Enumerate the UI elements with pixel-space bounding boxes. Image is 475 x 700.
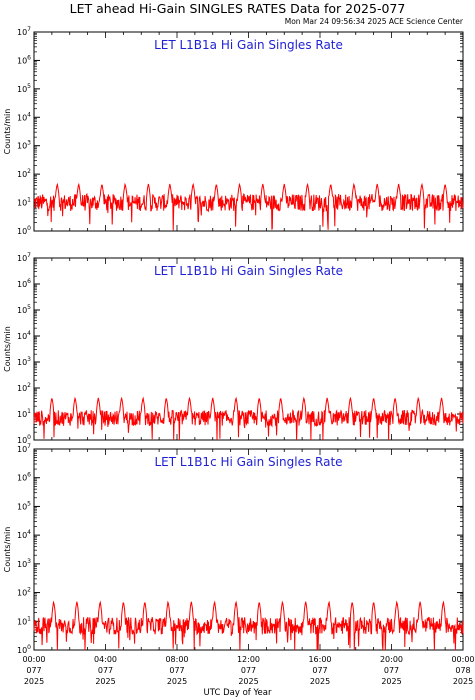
x-tick-year: 2025 [238, 677, 258, 686]
series-line [33, 600, 464, 651]
x-tick-label-group: 12:00 077 2025 [237, 655, 260, 686]
timestamp: Mon Mar 24 09:56:34 2025 ACE Science Cen… [284, 17, 463, 26]
y-tick-label: 100 [17, 225, 31, 236]
x-tick-doy: 077 [241, 666, 256, 675]
x-tick-time: 00:00 [22, 655, 45, 664]
y-tick-label: 104 [17, 330, 31, 341]
x-tick-label-group: 16:00 077 2025 [308, 655, 331, 686]
x-tick-year: 2025 [24, 677, 44, 686]
y-tick-label: 107 [17, 252, 31, 263]
y-tick-label: 106 [17, 472, 31, 483]
y-tick-label: 103 [17, 140, 31, 151]
x-tick-time: 04:00 [94, 655, 117, 664]
y-tick-label: 101 [17, 197, 31, 208]
x-tick-label-group: 08:00 077 2025 [165, 655, 188, 686]
x-tick-time: 12:00 [237, 655, 260, 664]
y-tick-label: 106 [17, 54, 31, 65]
x-tick-doy: 077 [312, 666, 327, 675]
x-tick-year: 2025 [167, 677, 187, 686]
x-tick-label-group: 00:00 077 2025 [22, 655, 45, 686]
y-tick-label: 102 [17, 587, 31, 598]
x-tick-year: 2025 [310, 677, 330, 686]
y-axis-label: Counts/min [3, 326, 12, 372]
y-tick-label: 102 [17, 382, 31, 393]
x-tick-time: 00:00 [451, 655, 474, 664]
x-tick-doy: 077 [384, 666, 399, 675]
panel-title: LET L1B1a Hi Gain Singles Rate [154, 38, 343, 52]
panel-1: 100 101 102 103 104 105 106 107 Counts/min LET L1… [3, 26, 464, 236]
y-tick-label: 102 [17, 168, 31, 179]
y-tick-label: 100 [17, 434, 31, 445]
x-tick-doy: 077 [169, 666, 184, 675]
y-tick-label: 104 [17, 111, 31, 122]
x-tick-doy: 077 [98, 666, 113, 675]
y-tick-label: 104 [17, 529, 31, 540]
x-tick-year: 2025 [95, 677, 115, 686]
y-tick-label: 103 [17, 558, 31, 569]
series-line [33, 396, 464, 441]
y-axis-label: Counts/min [3, 527, 12, 573]
page-title: LET ahead Hi-Gain SINGLES RATES Data for… [69, 1, 406, 16]
y-tick-label: 105 [17, 304, 31, 315]
x-tick-time: 20:00 [380, 655, 403, 664]
y-tick-label: 100 [17, 644, 31, 655]
x-tick-label-group: 04:00 077 2025 [94, 655, 117, 686]
x-tick-year: 2025 [381, 677, 401, 686]
x-axis-label: UTC Day of Year [203, 688, 272, 698]
y-tick-label: 101 [17, 615, 31, 626]
y-tick-label: 107 [17, 26, 31, 37]
x-tick-time: 08:00 [165, 655, 188, 664]
y-tick-label: 105 [17, 83, 31, 94]
x-tick-time: 16:00 [308, 655, 331, 664]
x-tick-label-group: 00:00 078 2025 [451, 655, 474, 686]
panel-3: 100 101 102 103 104 105 106 107 Counts/min LET L1… [3, 443, 464, 655]
series-line [33, 182, 464, 231]
y-tick-label: 106 [17, 278, 31, 289]
y-tick-label: 101 [17, 408, 31, 419]
x-tick-label-group: 20:00 077 2025 [380, 655, 403, 686]
x-tick-doy: 078 [455, 666, 470, 675]
y-tick-label: 103 [17, 356, 31, 367]
x-tick-year: 2025 [453, 677, 473, 686]
panel-title: LET L1B1b Hi Gain Singles Rate [154, 264, 343, 278]
y-axis-label: Counts/min [3, 109, 12, 155]
y-tick-label: 107 [17, 443, 31, 454]
y-tick-label: 105 [17, 500, 31, 511]
x-tick-doy: 077 [26, 666, 41, 675]
panel-2: 100 101 102 103 104 105 106 107 Counts/min LET L1… [3, 252, 464, 445]
panel-title: LET L1B1c Hi Gain Singles Rate [154, 455, 342, 469]
